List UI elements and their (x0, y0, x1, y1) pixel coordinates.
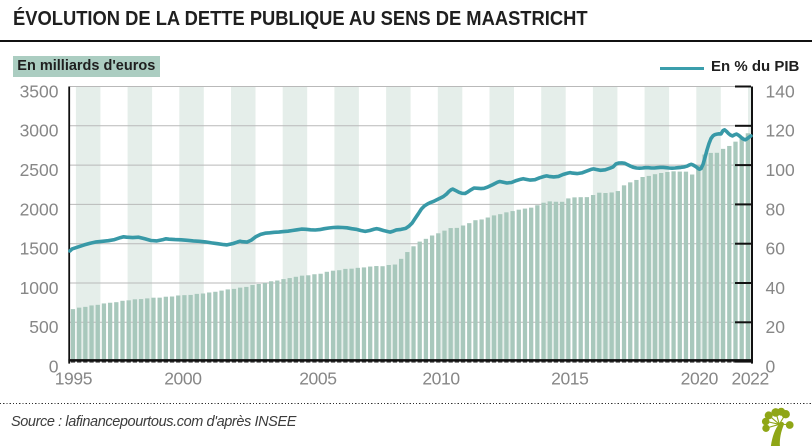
svg-text:80: 80 (766, 199, 786, 219)
svg-text:2500: 2500 (20, 160, 59, 180)
svg-text:2015: 2015 (551, 369, 588, 389)
svg-text:2005: 2005 (299, 369, 336, 389)
svg-text:0: 0 (49, 357, 59, 377)
svg-text:100: 100 (766, 160, 795, 180)
svg-text:1000: 1000 (20, 278, 59, 298)
svg-text:500: 500 (29, 317, 58, 337)
svg-text:2010: 2010 (422, 369, 460, 389)
svg-text:2000: 2000 (164, 369, 202, 389)
svg-text:1995: 1995 (55, 369, 92, 389)
svg-text:0: 0 (766, 357, 776, 377)
svg-text:120: 120 (766, 121, 795, 141)
svg-text:3500: 3500 (20, 81, 59, 101)
svg-text:140: 140 (766, 81, 795, 101)
svg-text:2020: 2020 (681, 369, 719, 389)
svg-text:2022: 2022 (732, 369, 769, 389)
svg-text:40: 40 (766, 278, 786, 298)
svg-text:1500: 1500 (20, 239, 59, 259)
svg-text:20: 20 (766, 317, 786, 337)
svg-text:3000: 3000 (20, 121, 59, 141)
svg-text:60: 60 (766, 239, 786, 259)
svg-text:2000: 2000 (20, 199, 59, 219)
